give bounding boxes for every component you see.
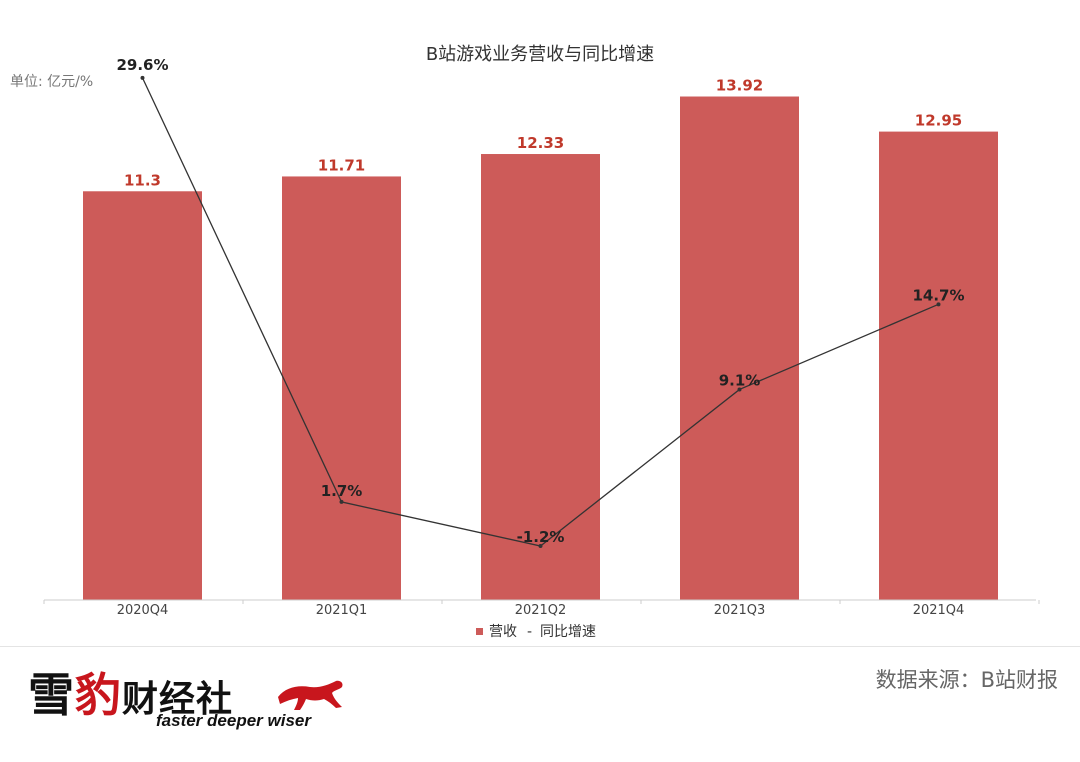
bar-label-2021Q1: 11.71 [318,156,365,174]
unit-label: 单位: 亿元/% [10,74,93,90]
legend-separator: - [527,624,532,640]
logo-char-3: 财经社 [122,678,234,720]
bar-label-2020Q4: 11.3 [124,171,161,189]
growth-label-2021Q2: -1.2% [517,528,565,546]
growth-point-2021Q2 [538,544,543,548]
bar-2021Q3 [680,96,799,600]
logo-char-1: 雪 [28,668,75,722]
line-series: 29.6% 1.7% -1.2% 9.1% 14.7% [116,56,965,548]
chart-canvas: B站游戏业务营收与同比增速 单位: 亿元/% 11.3 11.71 12.33 13.… [10,44,1040,640]
logo-char-2: 豹 [75,668,122,722]
growth-point-2020Q4 [140,75,145,80]
legend: 营收 - 同比增速 [476,624,596,640]
leopard-icon [278,680,343,710]
x-tick-label-2021Q4: 2021Q4 [913,603,965,618]
footer-divider [0,646,1080,647]
brand-logo: 雪豹财经社 faster deeper wiser [28,655,348,745]
x-tick-label-2021Q3: 2021Q3 [714,603,766,618]
growth-label-2020Q4: 29.6% [116,56,168,74]
growth-label-2021Q1: 1.7% [321,482,363,500]
x-tick-label-2020Q4: 2020Q4 [117,603,169,618]
bar-2020Q4 [83,191,202,601]
x-tick-label-2021Q1: 2021Q1 [316,603,368,618]
legend-label-bar: 营收 [489,624,517,640]
bar-label-2021Q2: 12.33 [517,134,564,152]
bar-2021Q1 [282,176,401,601]
logo-text: 雪豹财经社 [28,659,233,725]
bar-2021Q2 [481,154,600,600]
data-source: 数据来源：B站财报 [875,668,1058,692]
growth-label-2021Q4: 14.7% [912,286,964,304]
legend-label-line: 同比增速 [540,624,596,640]
growth-point-2021Q1 [339,499,344,504]
bar-series: 11.3 11.71 12.33 13.92 12.95 [83,77,998,601]
growth-point-2021Q3 [737,387,742,392]
legend-swatch-bar [476,628,483,635]
bar-label-2021Q3: 13.92 [716,77,763,95]
growth-label-2021Q3: 9.1% [719,371,761,389]
chart-title: B站游戏业务营收与同比增速 [426,44,654,65]
logo-tagline: faster deeper wiser [156,711,311,730]
growth-point-2021Q4 [936,302,941,307]
bar-label-2021Q4: 12.95 [915,112,962,130]
bar-2021Q4 [879,131,998,600]
x-axis-ticks: 2020Q4 2021Q1 2021Q2 2021Q3 2021Q4 [43,600,1040,618]
x-tick-label-2021Q2: 2021Q2 [515,603,567,618]
